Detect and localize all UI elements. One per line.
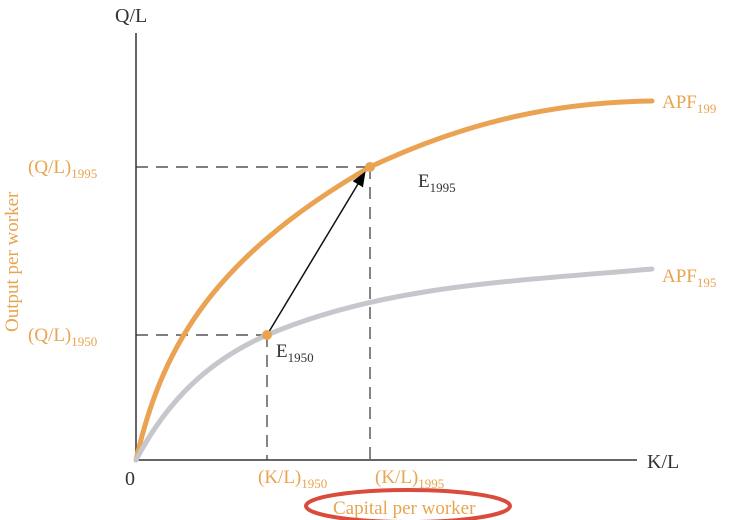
y-tick-1995: (Q/L)1995 (28, 157, 97, 181)
apf-1995-label: APF199 (662, 92, 716, 116)
apf-1950-curve (133, 266, 655, 463)
x-tick-1950: (K/L)1950 (258, 467, 327, 491)
y-axis-label: Q/L (115, 5, 147, 27)
x-axis-title: Capital per worker (333, 498, 476, 519)
e-1950-label: E1950 (276, 341, 314, 365)
point-e-1950 (262, 330, 272, 340)
apf-1995-curve (133, 98, 655, 463)
y-tick-1950: (Q/L)1950 (28, 325, 97, 349)
e-1995-label: E1995 (418, 171, 456, 195)
y-axis-title: Output per worker (2, 191, 23, 332)
x-axis-label: K/L (647, 451, 679, 473)
apf-1950-label: APF195 (662, 266, 716, 290)
x-tick-1995: (K/L)1995 (375, 467, 444, 491)
growth-arrow (266, 171, 366, 336)
origin-label: 0 (125, 468, 135, 490)
point-e-1995 (365, 162, 375, 172)
highlight-ellipse (304, 488, 512, 520)
